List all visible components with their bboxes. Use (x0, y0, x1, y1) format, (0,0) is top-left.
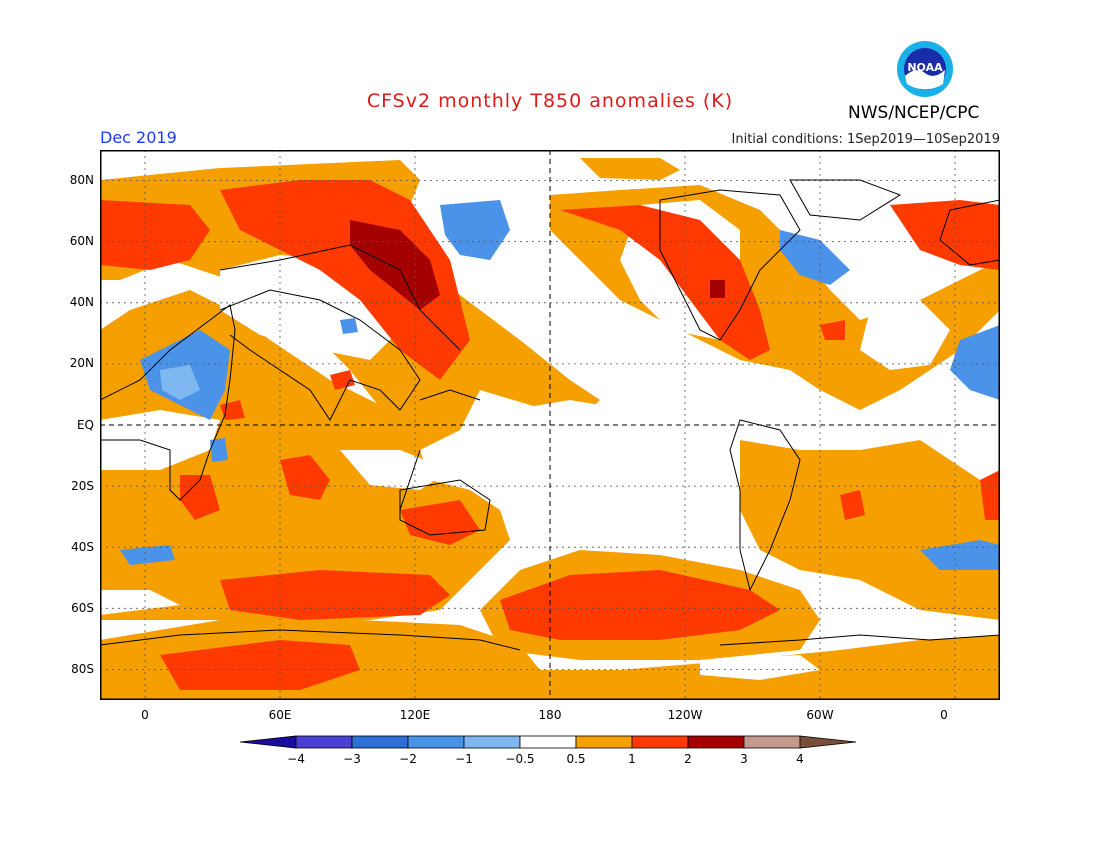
colorbar-tick-label: −4 (287, 752, 305, 766)
lon-label: 0 (141, 708, 149, 722)
colorbar-segment (351, 735, 409, 749)
lon-label: 120E (399, 708, 431, 722)
agency-label: NWS/NCEP/CPC (848, 103, 980, 123)
lat-label: 80S (71, 662, 94, 676)
lat-label: EQ (76, 418, 94, 432)
lon-label: 180 (538, 708, 562, 722)
lat-label: 40N (69, 295, 94, 309)
colorbar-segment (295, 735, 353, 749)
map-title: CFSv2 monthly T850 anomalies (K) (366, 90, 734, 112)
colorbar-tick-label: −3 (343, 752, 361, 766)
colorbar-tick-label: 4 (796, 752, 804, 766)
forecast-month: Dec 2019 (100, 128, 177, 147)
noaa-logo-text: NOAA (907, 61, 943, 74)
colorbar-arrow-low (240, 735, 297, 749)
anomaly-fill-lightblue (160, 365, 200, 400)
anomaly-fill-darkred (350, 220, 725, 310)
colorbar-segment (519, 735, 577, 749)
colorbar-segment (687, 735, 745, 749)
map-frame (100, 150, 1000, 700)
lat-label: 20S (71, 479, 94, 493)
lon-label: 60E (268, 708, 292, 722)
lat-label: 40S (71, 540, 94, 554)
lat-label: 80N (69, 173, 94, 187)
colorbar-tick-label: −0.5 (505, 752, 535, 766)
colorbar-tick-label: 0.5 (566, 752, 586, 766)
anomaly-fill-red (100, 180, 1000, 690)
lat-label: 20N (69, 356, 94, 370)
noaa-logo: NOAA (897, 41, 953, 97)
lat-label: 60N (69, 234, 94, 248)
colorbar-tick-label: 2 (684, 752, 692, 766)
lon-label: 120W (667, 708, 703, 722)
initial-conditions: Initial conditions: 1Sep2019—10Sep2019 (731, 132, 1000, 147)
lon-label: 60W (806, 708, 834, 722)
colorbar-tick-label: 3 (740, 752, 748, 766)
colorbar-segment (407, 735, 465, 749)
colorbar-tick-label: −2 (399, 752, 417, 766)
colorbar-segment (743, 735, 801, 749)
colorbar (240, 735, 857, 749)
anomaly-map (100, 150, 1000, 700)
colorbar-segment (463, 735, 521, 749)
equator-dateline (100, 150, 1000, 700)
lat-label: 60S (71, 601, 94, 615)
colorbar-arrow-high (799, 735, 857, 749)
colorbar-tick-label: −1 (455, 752, 473, 766)
lon-label: 0 (940, 708, 948, 722)
colorbar-segment (631, 735, 689, 749)
colorbar-segment (575, 735, 633, 749)
colorbar-tick-label: 1 (628, 752, 636, 766)
